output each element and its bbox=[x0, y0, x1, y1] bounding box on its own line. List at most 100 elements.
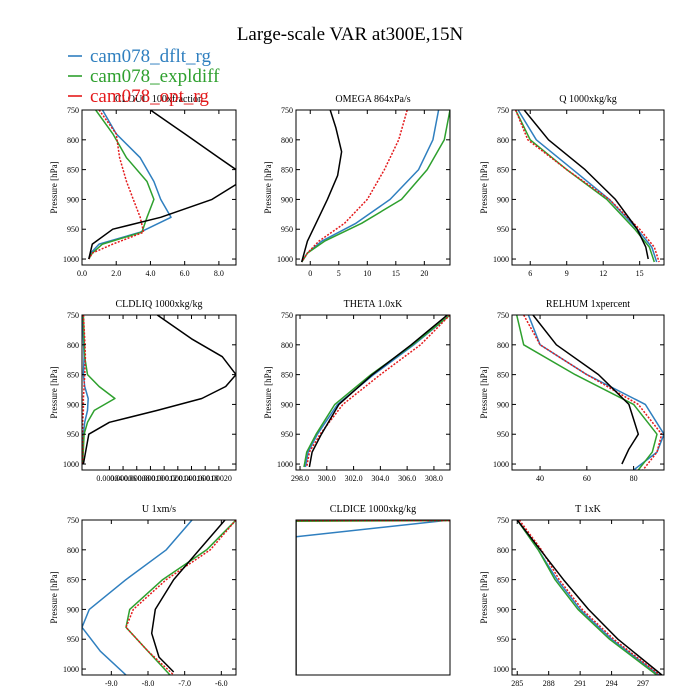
panel-6: RELHUM 1xpercent 750 800 850 900 950 1000 40 60 8… bbox=[479, 299, 665, 483]
y-tick-label: 750 bbox=[67, 311, 79, 320]
x-tick-label: 4.0 bbox=[145, 269, 155, 278]
x-tick-label: -8.0 bbox=[142, 679, 155, 688]
x-tick-label: 0.00012 bbox=[151, 474, 177, 483]
series-line-cam078_expldiff bbox=[303, 315, 450, 468]
y-tick-label: 1000 bbox=[493, 665, 509, 674]
y-tick-label: 1000 bbox=[277, 460, 293, 469]
x-tick-label: 80 bbox=[630, 474, 638, 483]
series-line-cam078_expldiff bbox=[515, 315, 658, 470]
y-tick-label: 750 bbox=[497, 106, 509, 115]
series-line-cam078_opt_rg bbox=[82, 315, 87, 464]
legend: cam078_dflt_rgcam078_expldiffcam078_opt_… bbox=[68, 46, 220, 107]
x-tick-label: 0.00014 bbox=[165, 474, 191, 483]
series-line-cam078_dflt_rg bbox=[516, 520, 660, 675]
y-tick-label: 950 bbox=[497, 635, 509, 644]
panel-title: CLDICE 1000xkg/kg bbox=[330, 504, 416, 515]
plot-frame bbox=[511, 314, 665, 471]
y-tick-label: 800 bbox=[281, 341, 293, 350]
series-line-cam078_opt_rg bbox=[301, 110, 408, 263]
series-line-reference bbox=[88, 110, 236, 260]
series-line-cam078_expldiff bbox=[514, 110, 656, 263]
y-tick-label: 950 bbox=[67, 430, 79, 439]
y-tick-label: 750 bbox=[67, 516, 79, 525]
panel-5: THETA 1.0xK 750 800 850 900 950 1000 298.0 300.0… bbox=[263, 299, 451, 483]
plot-frame bbox=[81, 519, 237, 676]
series-line-reference bbox=[300, 110, 343, 263]
panel-2: OMEGA 864xPa/s 750 800 850 900 950 1000 0 5 10 15 2… bbox=[263, 94, 451, 278]
series-line-reference bbox=[523, 110, 649, 260]
y-tick-label: 850 bbox=[67, 166, 79, 175]
panel-title: T 1xK bbox=[575, 504, 601, 515]
series-line-cam078_expldiff bbox=[88, 110, 155, 260]
plot-frame bbox=[295, 109, 451, 266]
y-tick-label: 950 bbox=[497, 225, 509, 234]
series-line-cam078_dflt_rg bbox=[304, 315, 450, 468]
y-tick-label: 750 bbox=[67, 106, 79, 115]
x-tick-label: 6 bbox=[528, 269, 532, 278]
series-line-cam078_expldiff bbox=[516, 520, 658, 675]
series-line-reference bbox=[150, 520, 226, 673]
series-line-cam078_dflt_rg bbox=[517, 110, 658, 263]
x-tick-label: 298.0 bbox=[291, 474, 309, 483]
y-tick-label: 800 bbox=[67, 341, 79, 350]
y-axis-label: Pressure [hPa] bbox=[263, 161, 273, 213]
y-tick-label: 900 bbox=[497, 400, 509, 409]
y-tick-label: 1000 bbox=[63, 255, 79, 264]
x-tick-label: -9.0 bbox=[105, 679, 118, 688]
y-axis-label: Pressure [hPa] bbox=[479, 366, 489, 418]
y-tick-label: 950 bbox=[281, 430, 293, 439]
y-tick-label: 750 bbox=[497, 516, 509, 525]
y-tick-label: 800 bbox=[497, 341, 509, 350]
panel-title: THETA 1.0xK bbox=[344, 299, 403, 310]
x-tick-label: 304.0 bbox=[371, 474, 389, 483]
x-tick-label: 8.0 bbox=[214, 269, 224, 278]
series-line-cam078_opt_rg bbox=[125, 520, 236, 675]
plot-frame bbox=[81, 314, 237, 471]
plot-frame bbox=[511, 109, 665, 266]
y-tick-label: 850 bbox=[67, 371, 79, 380]
x-tick-label: 15 bbox=[392, 269, 400, 278]
y-axis-label: Pressure [hPa] bbox=[49, 366, 59, 418]
panel-4: CLDLIQ 1000xkg/kg 750 800 850 900 950 1000 0.00… bbox=[49, 299, 237, 483]
x-tick-label: -6.0 bbox=[215, 679, 228, 688]
x-tick-label: 300.0 bbox=[318, 474, 336, 483]
x-tick-label: -7.0 bbox=[178, 679, 191, 688]
y-tick-label: 950 bbox=[281, 225, 293, 234]
panel-7: U 1xm/s 750 800 850 900 950 1000 -9.0 -8.0 -7.0 -6… bbox=[49, 504, 237, 688]
y-tick-label: 800 bbox=[497, 136, 509, 145]
series-line-cam078_opt_rg bbox=[305, 315, 450, 468]
legend-entry: cam078_expldiff bbox=[90, 66, 220, 87]
x-tick-label: 285 bbox=[511, 679, 523, 688]
plot-frame bbox=[511, 519, 665, 676]
x-tick-label: 10 bbox=[363, 269, 371, 278]
plot-frame bbox=[81, 109, 237, 266]
y-tick-label: 850 bbox=[281, 166, 293, 175]
y-tick-label: 1000 bbox=[493, 460, 509, 469]
plot-frame bbox=[295, 519, 451, 676]
x-tick-label: 6.0 bbox=[180, 269, 190, 278]
y-tick-label: 850 bbox=[67, 576, 79, 585]
x-tick-label: 0.00010 bbox=[137, 474, 163, 483]
panel-title: CLOUD 100xfraction bbox=[115, 94, 203, 105]
y-tick-label: 850 bbox=[281, 371, 293, 380]
series-line-cam078_dflt_rg bbox=[527, 315, 664, 470]
series-line-reference bbox=[532, 315, 640, 465]
y-tick-label: 750 bbox=[497, 311, 509, 320]
y-tick-label: 850 bbox=[497, 371, 509, 380]
y-axis-label: Pressure [hPa] bbox=[263, 366, 273, 418]
legend-entry: cam078_dflt_rg bbox=[90, 46, 212, 67]
x-tick-label: 20 bbox=[420, 269, 428, 278]
y-tick-label: 900 bbox=[67, 605, 79, 614]
panel-title: CLDLIQ 1000xkg/kg bbox=[116, 299, 203, 310]
x-tick-label: 0.00020 bbox=[206, 474, 232, 483]
y-tick-label: 800 bbox=[67, 136, 79, 145]
panel-title: OMEGA 864xPa/s bbox=[335, 94, 410, 105]
panels: CLOUD 100xfraction 750 800 850 900 950 1000 0.0… bbox=[49, 94, 665, 688]
x-tick-label: 291 bbox=[574, 679, 586, 688]
y-tick-label: 800 bbox=[497, 546, 509, 555]
x-tick-label: 294 bbox=[606, 679, 618, 688]
x-tick-label: 302.0 bbox=[345, 474, 363, 483]
y-tick-label: 800 bbox=[67, 546, 79, 555]
